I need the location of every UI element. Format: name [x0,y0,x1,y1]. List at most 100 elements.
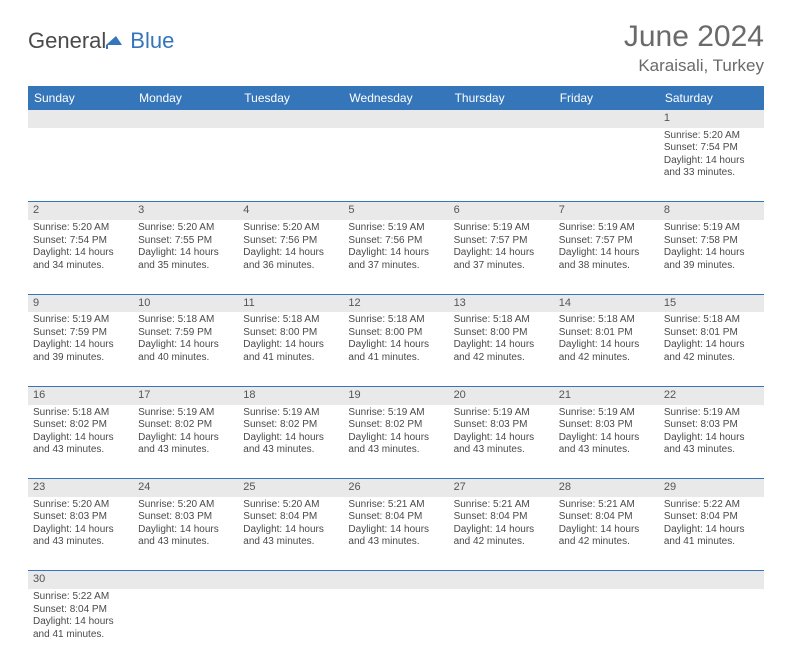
sunrise-line: Sunrise: 5:20 AM [138,222,233,235]
sunrise-line: Sunrise: 5:20 AM [243,499,338,512]
daylight-line: Daylight: 14 hours and 37 minutes. [348,247,443,272]
sunset-line: Sunset: 7:54 PM [664,142,759,155]
daylight-line: Daylight: 14 hours and 43 minutes. [138,432,233,457]
daylight-line: Daylight: 14 hours and 43 minutes. [243,432,338,457]
sunrise-line: Sunrise: 5:19 AM [664,222,759,235]
daylight-line: Daylight: 14 hours and 43 minutes. [559,432,654,457]
week-row: Sunrise: 5:20 AMSunset: 7:54 PMDaylight:… [28,128,764,202]
day-cell: Sunrise: 5:19 AMSunset: 7:59 PMDaylight:… [28,312,133,386]
sunset-line: Sunset: 8:04 PM [243,511,338,524]
daylight-line: Daylight: 14 hours and 43 minutes. [454,432,549,457]
sunset-line: Sunset: 8:04 PM [454,511,549,524]
daynum-row: 1 [28,110,764,128]
daylight-line: Daylight: 14 hours and 43 minutes. [664,432,759,457]
location: Karaisali, Turkey [624,56,764,76]
weekday-header: Thursday [449,86,554,110]
sunrise-line: Sunrise: 5:18 AM [454,314,549,327]
day-cell: Sunrise: 5:18 AMSunset: 7:59 PMDaylight:… [133,312,238,386]
day-number: 30 [28,571,133,589]
day-number: 26 [343,479,448,497]
sunrise-line: Sunrise: 5:20 AM [664,130,759,143]
day-cell: Sunrise: 5:20 AMSunset: 7:54 PMDaylight:… [659,128,764,202]
sunset-line: Sunset: 8:00 PM [243,327,338,340]
empty-daynum [343,571,448,589]
sunrise-line: Sunrise: 5:20 AM [138,499,233,512]
day-cell: Sunrise: 5:22 AMSunset: 8:04 PMDaylight:… [28,589,133,663]
day-cell: Sunrise: 5:18 AMSunset: 8:00 PMDaylight:… [449,312,554,386]
calendar-body: 1Sunrise: 5:20 AMSunset: 7:54 PMDaylight… [28,110,764,663]
day-cell: Sunrise: 5:20 AMSunset: 7:56 PMDaylight:… [238,220,343,294]
day-number: 22 [659,386,764,404]
sunrise-line: Sunrise: 5:19 AM [454,222,549,235]
flag-icon [106,31,128,54]
empty-cell [343,128,448,202]
day-cell: Sunrise: 5:20 AMSunset: 8:04 PMDaylight:… [238,497,343,571]
daylight-line: Daylight: 14 hours and 41 minutes. [243,339,338,364]
weekday-header-row: SundayMondayTuesdayWednesdayThursdayFrid… [28,86,764,110]
sunset-line: Sunset: 7:56 PM [348,235,443,248]
weekday-header: Saturday [659,86,764,110]
empty-cell [554,589,659,663]
sunset-line: Sunset: 8:00 PM [454,327,549,340]
daylight-line: Daylight: 14 hours and 43 minutes. [33,432,128,457]
day-cell: Sunrise: 5:19 AMSunset: 8:03 PMDaylight:… [659,405,764,479]
sunset-line: Sunset: 8:03 PM [138,511,233,524]
empty-daynum [133,571,238,589]
daynum-row: 2345678 [28,202,764,220]
sunrise-line: Sunrise: 5:18 AM [664,314,759,327]
daylight-line: Daylight: 14 hours and 42 minutes. [454,339,549,364]
day-cell: Sunrise: 5:19 AMSunset: 7:58 PMDaylight:… [659,220,764,294]
day-number: 4 [238,202,343,220]
sunset-line: Sunset: 7:57 PM [559,235,654,248]
day-cell: Sunrise: 5:19 AMSunset: 8:02 PMDaylight:… [133,405,238,479]
day-cell: Sunrise: 5:20 AMSunset: 7:54 PMDaylight:… [28,220,133,294]
empty-cell [449,589,554,663]
day-cell: Sunrise: 5:19 AMSunset: 8:03 PMDaylight:… [449,405,554,479]
daylight-line: Daylight: 14 hours and 35 minutes. [138,247,233,272]
empty-cell [133,128,238,202]
daylight-line: Daylight: 14 hours and 34 minutes. [33,247,128,272]
daylight-line: Daylight: 14 hours and 43 minutes. [243,524,338,549]
sunset-line: Sunset: 7:58 PM [664,235,759,248]
daylight-line: Daylight: 14 hours and 39 minutes. [33,339,128,364]
sunrise-line: Sunrise: 5:18 AM [243,314,338,327]
empty-cell [554,128,659,202]
daylight-line: Daylight: 14 hours and 42 minutes. [559,339,654,364]
day-number: 19 [343,386,448,404]
sunset-line: Sunset: 8:04 PM [559,511,654,524]
week-row: Sunrise: 5:22 AMSunset: 8:04 PMDaylight:… [28,589,764,663]
empty-cell [133,589,238,663]
day-cell: Sunrise: 5:19 AMSunset: 8:03 PMDaylight:… [554,405,659,479]
daylight-line: Daylight: 14 hours and 43 minutes. [348,432,443,457]
day-cell: Sunrise: 5:21 AMSunset: 8:04 PMDaylight:… [343,497,448,571]
empty-daynum [238,571,343,589]
sunrise-line: Sunrise: 5:22 AM [664,499,759,512]
day-cell: Sunrise: 5:18 AMSunset: 8:01 PMDaylight:… [554,312,659,386]
day-cell: Sunrise: 5:20 AMSunset: 8:03 PMDaylight:… [28,497,133,571]
day-number: 3 [133,202,238,220]
day-cell: Sunrise: 5:18 AMSunset: 8:00 PMDaylight:… [343,312,448,386]
logo-text-blue: Blue [130,28,174,54]
sunrise-line: Sunrise: 5:20 AM [33,222,128,235]
sunrise-line: Sunrise: 5:20 AM [33,499,128,512]
sunrise-line: Sunrise: 5:21 AM [348,499,443,512]
daylight-line: Daylight: 14 hours and 43 minutes. [138,524,233,549]
day-number: 25 [238,479,343,497]
weekday-header: Wednesday [343,86,448,110]
sunrise-line: Sunrise: 5:19 AM [138,407,233,420]
day-number: 11 [238,294,343,312]
empty-daynum [133,110,238,128]
sunrise-line: Sunrise: 5:19 AM [559,407,654,420]
sunset-line: Sunset: 8:02 PM [348,419,443,432]
daynum-row: 16171819202122 [28,386,764,404]
day-number: 10 [133,294,238,312]
sunset-line: Sunset: 8:03 PM [33,511,128,524]
empty-cell [238,128,343,202]
sunset-line: Sunset: 7:54 PM [33,235,128,248]
daylight-line: Daylight: 14 hours and 38 minutes. [559,247,654,272]
day-cell: Sunrise: 5:19 AMSunset: 7:56 PMDaylight:… [343,220,448,294]
logo: General Blue [28,28,174,54]
day-number: 7 [554,202,659,220]
daylight-line: Daylight: 14 hours and 39 minutes. [664,247,759,272]
empty-cell [238,589,343,663]
